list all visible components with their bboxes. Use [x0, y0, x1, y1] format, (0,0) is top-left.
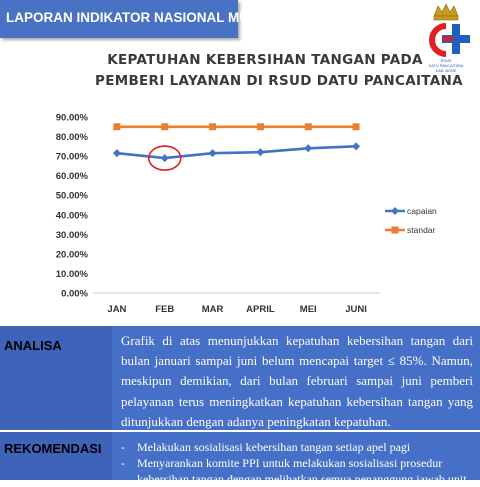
legend-marker	[391, 226, 399, 234]
data-point	[304, 144, 313, 153]
crown-icon	[433, 3, 459, 21]
data-point	[256, 148, 265, 157]
logo-text-line-1: RSUD	[441, 59, 452, 63]
data-point	[160, 154, 169, 163]
y-tick-label: 30.00%	[56, 230, 89, 241]
hospital-logo-icon: RSUD DATU PANCAITANA KAB. BONE	[429, 3, 470, 73]
analisa-label: ANALISA	[4, 338, 62, 353]
data-point	[208, 149, 217, 158]
data-point	[352, 142, 361, 151]
x-tick-label: FEB	[155, 304, 174, 315]
y-tick-label: 50.00%	[56, 191, 89, 202]
data-point	[352, 123, 360, 131]
logo-text-line-3: KAB. BONE	[436, 69, 457, 73]
rekomendasi-item: Menyarankan komite PPI untuk melakukan s…	[121, 455, 476, 487]
annotation-circle	[147, 145, 182, 171]
analisa-label-cell	[0, 326, 112, 430]
x-tick-label: JUNI	[345, 304, 367, 315]
data-point	[112, 149, 121, 158]
chart-title-line-1: KEPATUHAN KEBERSIHAN TANGAN PADA	[107, 52, 423, 68]
y-tick-label: 20.00%	[56, 249, 89, 260]
analisa-text: Grafik di atas menunjukkan kepatuhan keb…	[121, 333, 473, 429]
rekomendasi-label: REKOMENDASI	[4, 441, 102, 456]
data-point	[161, 123, 169, 131]
series-line-capaian	[116, 145, 357, 160]
x-tick-label: MEI	[300, 304, 317, 315]
data-point	[256, 123, 264, 131]
y-tick-label: 0.00%	[61, 289, 88, 300]
chart: 0.00% 10.00% 20.00% 30.00% 40.00% 50.00% 60.00…	[56, 113, 437, 316]
x-tick-label: APRIL	[246, 304, 275, 315]
legend-label: standar	[407, 225, 436, 235]
page-title: LAPORAN INDIKATOR NASIONAL MUTU	[6, 10, 267, 25]
data-point	[113, 123, 121, 131]
y-tick-label: 10.00%	[56, 269, 89, 280]
y-tick-label: 60.00%	[56, 171, 89, 182]
x-tick-label: JAN	[107, 304, 126, 315]
y-tick-label: 40.00%	[56, 210, 89, 221]
y-tick-label: 80.00%	[56, 132, 89, 143]
x-tick-label: MAR	[202, 304, 224, 315]
logo-text-line-2: DATU PANCAITANA	[429, 64, 464, 68]
chart-title-line-2: PEMBERI LAYANAN DI RSUD DATU PANCAITANA	[95, 73, 463, 89]
legend-marker	[391, 207, 399, 215]
legend-label: capaian	[407, 206, 437, 216]
data-point	[304, 123, 312, 131]
rekomendasi-item: Melakukan sosialisasi kebersihan tangan …	[121, 439, 476, 455]
header-banner: LAPORAN INDIKATOR NASIONAL MUTU	[0, 0, 267, 38]
data-point	[209, 123, 217, 131]
rekomendasi-label-cell	[0, 432, 112, 480]
y-tick-label: 70.00%	[56, 152, 89, 163]
analisa-section	[0, 326, 480, 430]
y-tick-label: 90.00%	[56, 113, 89, 124]
